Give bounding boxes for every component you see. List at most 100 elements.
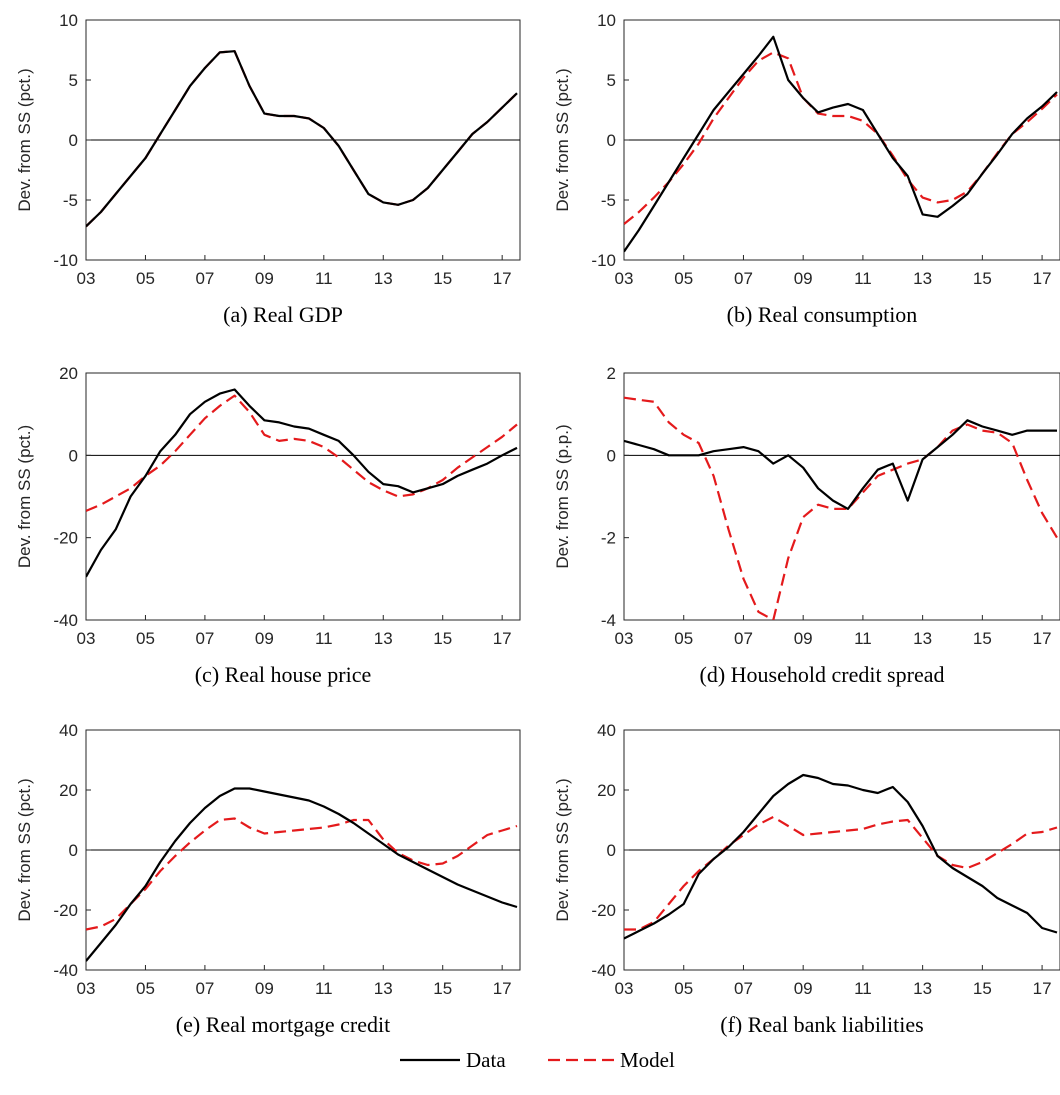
x-tick-label: 15: [973, 629, 992, 648]
series-line-model: [624, 815, 1058, 931]
x-tick-label: 03: [615, 629, 634, 648]
chart-panel-3: -40 -20 0 20 03 05 07 09 11 13 15 17 Dev. from SS (p…: [15, 364, 521, 687]
x-tick-label: 17: [1033, 269, 1052, 288]
y-tick-label: 40: [597, 721, 616, 740]
x-tick-label: 17: [1033, 629, 1052, 648]
y-tick-label: 0: [607, 446, 616, 465]
x-tick-label: 15: [973, 269, 992, 288]
x-tick-label: 03: [77, 629, 96, 648]
y-axis-label: Dev. from SS (pct.): [553, 778, 572, 921]
axes-box: [85, 372, 521, 621]
x-tick-label: 13: [374, 979, 393, 998]
y-tick-label: -40: [591, 961, 616, 980]
x-tick-label: 11: [854, 629, 872, 648]
y-tick-label: 20: [59, 364, 78, 383]
y-tick-label: 0: [69, 446, 78, 465]
x-tick-label: 05: [136, 269, 155, 288]
y-axis-label: Dev. from SS (pct.): [15, 425, 34, 568]
x-tick-label: 05: [136, 629, 155, 648]
x-tick-label: 05: [674, 629, 693, 648]
x-tick-label: 11: [854, 269, 872, 288]
x-tick-label: 11: [315, 629, 333, 648]
y-tick-label: -10: [591, 251, 616, 270]
y-tick-label: 10: [59, 11, 78, 30]
x-tick-label: 07: [195, 269, 214, 288]
y-tick-label: -40: [53, 961, 78, 980]
x-tick-label: 13: [913, 269, 932, 288]
y-tick-label: -40: [53, 611, 78, 630]
x-tick-label: 07: [195, 979, 214, 998]
x-tick-label: 09: [255, 629, 274, 648]
panel-caption: (c) Real house price: [195, 662, 372, 687]
x-tick-label: 15: [973, 979, 992, 998]
x-tick-label: 13: [374, 629, 393, 648]
x-tick-label: 09: [255, 269, 274, 288]
y-axis-label: Dev. from SS (pct.): [15, 68, 34, 211]
y-axis-label: Dev. from SS (pct.): [553, 68, 572, 211]
chart-panel-4: -4 -2 0 2 03 05 07 09 11 13 15 17 Dev. from SS (p.p.…: [553, 364, 1060, 687]
x-tick-label: 03: [615, 979, 634, 998]
y-tick-label: 40: [59, 721, 78, 740]
series-line-data: [86, 388, 518, 578]
panel-caption: (f) Real bank liabilities: [720, 1012, 923, 1037]
y-tick-label: -10: [53, 251, 78, 270]
y-axis-label: Dev. from SS (pct.): [15, 778, 34, 921]
series-line-data: [624, 35, 1058, 253]
x-tick-label: 17: [493, 269, 512, 288]
y-tick-label: -2: [601, 529, 616, 548]
y-tick-label: -5: [63, 191, 78, 210]
x-tick-label: 13: [913, 629, 932, 648]
x-tick-label: 07: [734, 269, 753, 288]
panel-caption: (e) Real mortgage credit: [176, 1012, 390, 1037]
x-tick-label: 05: [674, 979, 693, 998]
chart-panel-5: -40 -20 0 20 40 03 05 07 09 11 13 15 17 Dev. from SS …: [15, 721, 521, 1037]
y-tick-label: -20: [53, 529, 78, 548]
x-tick-label: 11: [854, 979, 872, 998]
x-tick-label: 03: [77, 269, 96, 288]
y-tick-label: 5: [607, 71, 616, 90]
y-tick-label: 0: [607, 131, 616, 150]
y-tick-label: 10: [597, 11, 616, 30]
x-tick-label: 09: [255, 979, 274, 998]
y-tick-label: 20: [597, 781, 616, 800]
y-tick-label: 0: [69, 841, 78, 860]
x-tick-label: 03: [615, 269, 634, 288]
x-tick-label: 15: [433, 979, 452, 998]
y-tick-label: -5: [601, 191, 616, 210]
x-tick-label: 09: [794, 269, 813, 288]
x-tick-label: 11: [315, 979, 333, 998]
x-tick-label: 09: [794, 629, 813, 648]
x-tick-label: 17: [493, 629, 512, 648]
x-tick-label: 15: [433, 269, 452, 288]
y-tick-label: 0: [607, 841, 616, 860]
series-line-data: [86, 787, 518, 962]
y-tick-label: 20: [59, 781, 78, 800]
y-axis-label: Dev. from SS (p.p.): [553, 424, 572, 568]
series-line-data: [624, 419, 1057, 510]
x-tick-label: 15: [433, 629, 452, 648]
series-line-model: [624, 51, 1058, 225]
y-tick-label: -20: [591, 901, 616, 920]
series-line-model: [86, 394, 518, 512]
series-line-model: [86, 817, 518, 931]
x-tick-label: 05: [674, 269, 693, 288]
x-tick-label: 17: [493, 979, 512, 998]
x-tick-label: 07: [734, 979, 753, 998]
legend: Data Model: [400, 1048, 675, 1072]
panel-caption: (d) Household credit spread: [700, 662, 945, 687]
y-tick-label: -4: [601, 611, 616, 630]
chart-panel-6: -40 -20 0 20 40 03 05 07 09 11 13 15 17 Dev. from SS …: [553, 721, 1060, 1037]
x-tick-label: 07: [734, 629, 753, 648]
x-tick-label: 05: [136, 979, 155, 998]
y-tick-label: -20: [53, 901, 78, 920]
axes-box: [623, 372, 1060, 621]
panel-caption: (b) Real consumption: [727, 302, 918, 327]
y-tick-label: 0: [69, 131, 78, 150]
legend-model-label: Model: [620, 1048, 675, 1072]
series-line-data: [624, 773, 1058, 940]
x-tick-label: 03: [77, 979, 96, 998]
